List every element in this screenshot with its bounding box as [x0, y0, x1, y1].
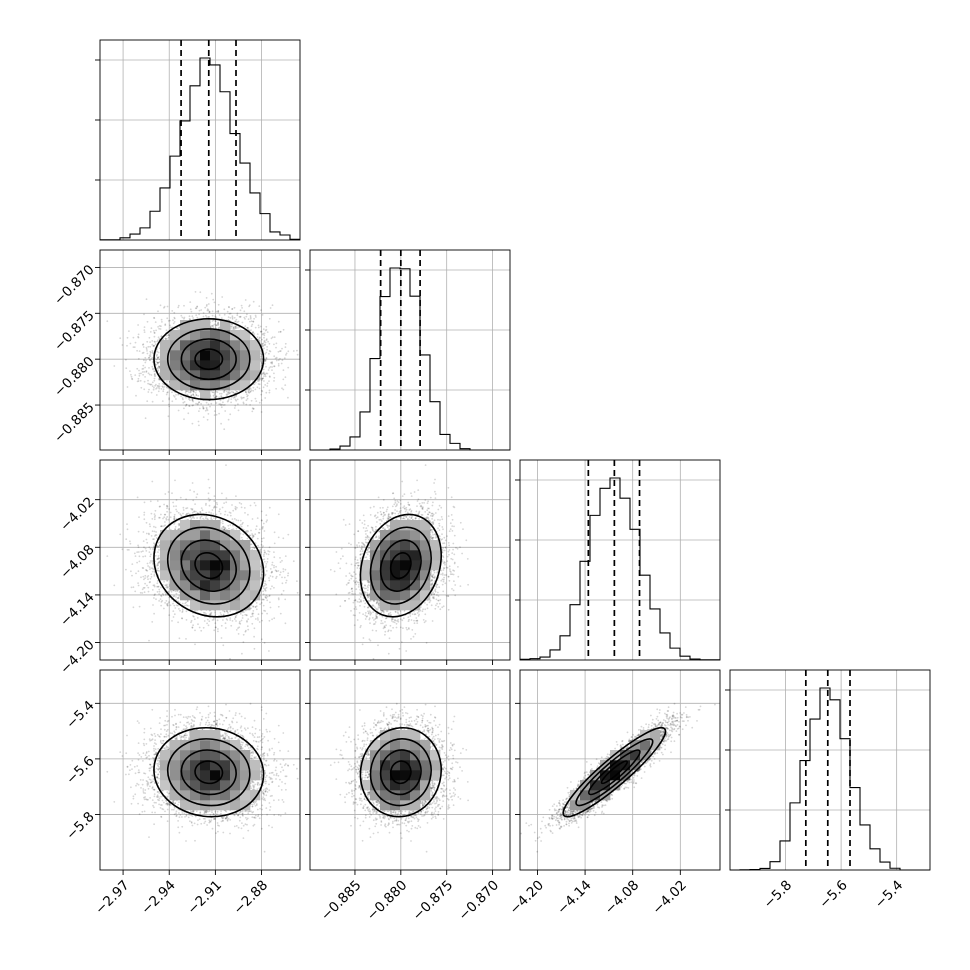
histogram-panel-3: [515, 459, 721, 661]
contour-level-2: [379, 539, 422, 592]
contour-level-3: [166, 328, 251, 391]
density-bins: [160, 320, 261, 401]
y-tick-label: −5.8: [63, 809, 97, 843]
contour-level-4: [359, 726, 443, 818]
y-tick-label: −0.885: [51, 399, 98, 446]
contour-level-1: [194, 348, 224, 371]
x-tick-label: −4.20: [507, 877, 548, 918]
y-tick-label: −0.880: [51, 354, 98, 401]
histogram-panel-1: [95, 39, 301, 241]
panel-frame: [309, 249, 511, 451]
x-tick-label: −4.02: [649, 877, 690, 918]
x-tick-label: −5.8: [761, 877, 795, 911]
contour-level-1: [389, 760, 412, 785]
x-tick-label: −2.97: [92, 877, 133, 918]
contour-level-2: [180, 749, 237, 796]
y-tick-label: −5.6: [63, 753, 97, 787]
y-tick-label: −4.02: [57, 494, 98, 535]
panel-frame: [729, 669, 931, 871]
contour-level-2: [180, 539, 237, 592]
x-tick-label: −4.14: [554, 877, 595, 918]
scatter-panel-3-4: [515, 669, 721, 875]
panel-frame: [519, 669, 721, 871]
histogram-panel-2: [305, 249, 511, 451]
contour-level-3: [369, 526, 432, 605]
x-tick-label: −5.6: [816, 877, 850, 911]
contour-level-4: [153, 726, 265, 818]
contour-level-1: [600, 760, 628, 785]
y-tick-label: −0.870: [51, 262, 98, 309]
contour-level-3: [369, 738, 432, 807]
x-tick-label: −2.91: [184, 877, 225, 918]
panel-frame: [309, 669, 511, 871]
y-tick-label: −0.875: [51, 308, 98, 355]
x-tick-label: −4.08: [602, 877, 643, 918]
panel-frame: [99, 249, 301, 451]
y-tick-label: −4.08: [57, 542, 98, 583]
contour-level-2: [588, 749, 641, 796]
x-tick-label: −5.4: [872, 877, 906, 911]
panel-frame: [99, 669, 301, 871]
contour-level-4: [153, 513, 265, 618]
contour-level-1: [389, 552, 412, 580]
histogram-panel-4: [725, 669, 931, 871]
histogram-step-line: [100, 57, 300, 241]
scatter-panel-1-4: [95, 669, 301, 875]
y-tick-label: −5.4: [63, 698, 97, 732]
contour-level-2: [180, 338, 237, 381]
contour-level-1: [194, 552, 224, 580]
contour-level-4: [153, 317, 265, 401]
contour-level-4: [359, 513, 443, 618]
y-tick-label: −4.14: [57, 589, 98, 630]
x-tick-label: −2.94: [138, 877, 179, 918]
contour-level-3: [166, 526, 251, 605]
x-tick-label: −0.875: [410, 877, 457, 924]
scatter-panel-2-4: [305, 669, 511, 875]
contour-level-1: [194, 760, 224, 785]
contour-level-3: [166, 738, 251, 807]
panel-frame: [309, 459, 511, 661]
panel-frame: [99, 39, 301, 241]
contour-level-3: [575, 738, 654, 807]
scatter-panel-1-3: [95, 459, 301, 665]
x-tick-label: −0.885: [318, 877, 365, 924]
contour-level-4: [562, 726, 667, 818]
panel-frame: [519, 459, 721, 661]
x-tick-label: −0.870: [456, 877, 503, 924]
y-tick-label: −4.20: [57, 637, 98, 678]
x-tick-label: −2.88: [231, 877, 272, 918]
scatter-panel-2-3: [305, 459, 511, 665]
histogram-step-line: [730, 687, 930, 871]
scatter-panel-1-2: [95, 249, 301, 455]
x-tick-label: −0.880: [364, 877, 411, 924]
histogram-step-line: [310, 267, 510, 451]
contour-level-2: [379, 749, 422, 796]
histogram-step-line: [520, 477, 720, 661]
panel-frame: [99, 459, 301, 661]
